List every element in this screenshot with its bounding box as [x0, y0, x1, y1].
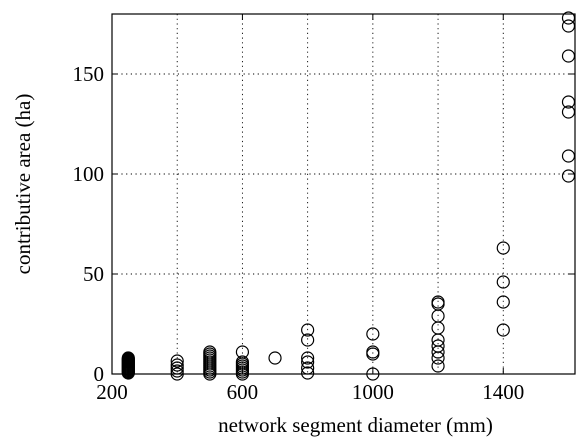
plot-frame [111, 13, 576, 375]
data-point [170, 364, 184, 378]
data-point [301, 333, 315, 347]
data-point [561, 149, 576, 163]
data-point [431, 339, 445, 353]
data-point [431, 321, 445, 335]
data-point [203, 345, 217, 359]
data-point [431, 295, 445, 309]
data-points [121, 11, 576, 381]
data-point [301, 351, 315, 365]
data-point [561, 49, 576, 63]
data-point [366, 345, 380, 359]
data-point [561, 169, 576, 183]
x-tick-label: 1400 [482, 380, 524, 404]
data-point [301, 323, 315, 337]
data-point [268, 351, 282, 365]
data-point [496, 275, 510, 289]
grid-lines [112, 14, 575, 374]
data-point [496, 323, 510, 337]
x-tick-label: 1000 [352, 380, 394, 404]
data-point [170, 358, 184, 372]
data-point [170, 354, 184, 368]
x-axis-label: network segment diameter (mm) [218, 413, 493, 437]
y-tick-label: 0 [94, 362, 105, 386]
data-point [496, 295, 510, 309]
y-axis-label: contributive area (ha) [11, 94, 35, 275]
axis-ticks: 200 600 1000 1400 0 50 100 150 [73, 14, 575, 404]
data-point [301, 355, 315, 369]
data-point [235, 345, 250, 359]
y-tick-label: 100 [73, 162, 105, 186]
data-point [301, 366, 315, 380]
data-point [366, 327, 380, 341]
data-point [431, 359, 445, 373]
x-tick-label: 600 [227, 380, 259, 404]
y-tick-label: 50 [83, 262, 104, 286]
y-tick-label: 150 [73, 62, 105, 86]
data-point [121, 351, 135, 365]
data-point [496, 241, 510, 255]
x-tick-label: 200 [96, 380, 128, 404]
